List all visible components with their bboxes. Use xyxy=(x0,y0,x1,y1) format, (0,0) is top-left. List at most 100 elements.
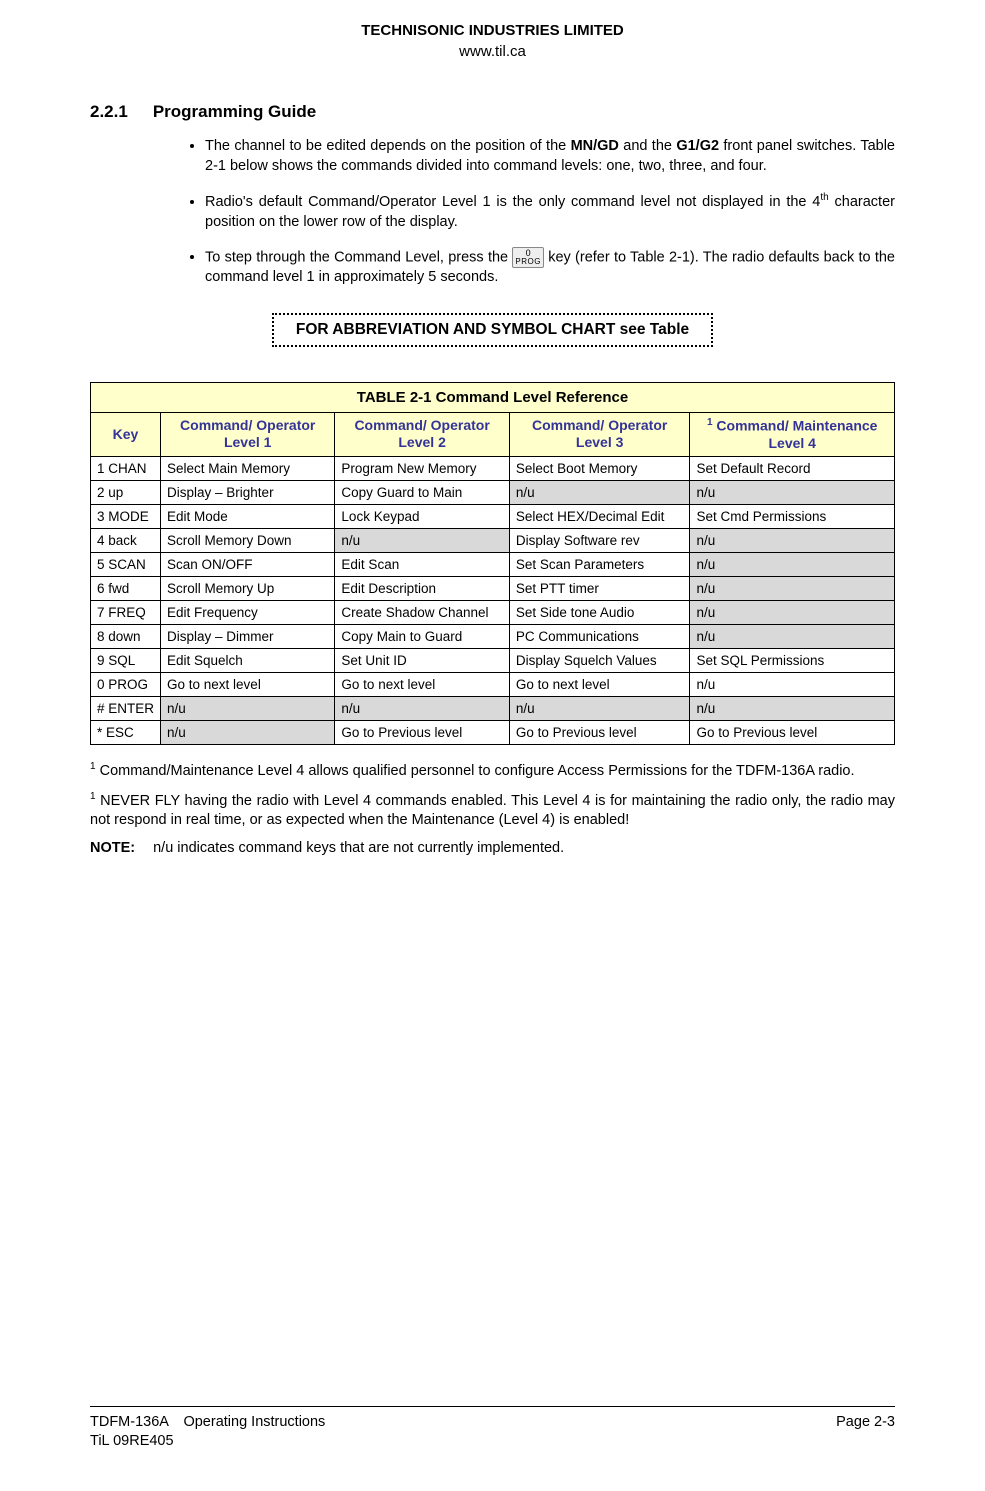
table-cell: n/u xyxy=(335,697,509,721)
key-bottom: PROG xyxy=(515,258,541,266)
table-row: 8 downDisplay – DimmerCopy Main to Guard… xyxy=(91,625,895,649)
bold-run: MN/GD xyxy=(571,138,619,154)
table-cell: Set PTT timer xyxy=(509,577,690,601)
table-cell: Display Software rev xyxy=(509,529,690,553)
section-number: 2.2.1 xyxy=(90,102,128,121)
table-cell: 0 PROG xyxy=(91,673,161,697)
table-cell: n/u xyxy=(690,553,895,577)
footer-right: Page 2-3 xyxy=(836,1413,895,1451)
col-level-3: Command/ Operator Level 3 xyxy=(509,412,690,457)
footer-left: TDFM-136A Operating Instructions TiL 09R… xyxy=(90,1413,325,1451)
table-header-row: Key Command/ Operator Level 1 Command/ O… xyxy=(91,412,895,457)
table-cell: Program New Memory xyxy=(335,457,509,481)
table-body: 1 CHANSelect Main MemoryProgram New Memo… xyxy=(91,457,895,745)
table-cell: n/u xyxy=(690,601,895,625)
table-cell: Edit Description xyxy=(335,577,509,601)
table-cell: 2 up xyxy=(91,481,161,505)
table-row: 7 FREQEdit FrequencyCreate Shadow Channe… xyxy=(91,601,895,625)
table-cell: n/u xyxy=(690,625,895,649)
text-run: and the xyxy=(619,138,676,154)
table-cell: Copy Main to Guard xyxy=(335,625,509,649)
table-row: 1 CHANSelect Main MemoryProgram New Memo… xyxy=(91,457,895,481)
table-cell: n/u xyxy=(509,697,690,721)
table-cell: 5 SCAN xyxy=(91,553,161,577)
footer-doc-title: TDFM-136A Operating Instructions xyxy=(90,1413,325,1432)
abbrev-box-wrap: FOR ABBREVIATION AND SYMBOL CHART see Ta… xyxy=(90,313,895,347)
table-row: 9 SQLEdit SquelchSet Unit IDDisplay Sque… xyxy=(91,649,895,673)
table-cell: 7 FREQ xyxy=(91,601,161,625)
abbrev-box: FOR ABBREVIATION AND SYMBOL CHART see Ta… xyxy=(272,313,713,347)
col-level-2: Command/ Operator Level 2 xyxy=(335,412,509,457)
page-footer: TDFM-136A Operating Instructions TiL 09R… xyxy=(90,1406,895,1451)
table-cell: Create Shadow Channel xyxy=(335,601,509,625)
table-cell: Set Scan Parameters xyxy=(509,553,690,577)
table-cell: 1 CHAN xyxy=(91,457,161,481)
bullet-item: The channel to be edited depends on the … xyxy=(205,137,895,176)
table-cell: Edit Squelch xyxy=(161,649,335,673)
table-title-row: TABLE 2-1 Command Level Reference xyxy=(91,382,895,412)
table-cell: 6 fwd xyxy=(91,577,161,601)
superscript: th xyxy=(820,192,828,203)
footnotes: 1 Command/Maintenance Level 4 allows qua… xyxy=(90,760,895,858)
table-cell: Scroll Memory Up xyxy=(161,577,335,601)
table-row: 0 PROGGo to next levelGo to next levelGo… xyxy=(91,673,895,697)
footnote-1: 1 Command/Maintenance Level 4 allows qua… xyxy=(90,760,895,781)
table-cell: Edit Scan xyxy=(335,553,509,577)
company-url: www.til.ca xyxy=(90,41,895,62)
col-key: Key xyxy=(91,412,161,457)
text-run: Command/ Maintenance Level 4 xyxy=(713,417,878,451)
table-cell: n/u xyxy=(690,529,895,553)
text-run: Command/Maintenance Level 4 allows quali… xyxy=(96,763,855,779)
table-cell: Display Squelch Values xyxy=(509,649,690,673)
table-row: * ESCn/uGo to Previous levelGo to Previo… xyxy=(91,721,895,745)
table-cell: Go to next level xyxy=(161,673,335,697)
prog-key-icon: 0PROG xyxy=(512,247,544,268)
command-level-table: TABLE 2-1 Command Level Reference Key Co… xyxy=(90,382,895,746)
table-cell: n/u xyxy=(161,697,335,721)
page-header: TECHNISONIC INDUSTRIES LIMITED www.til.c… xyxy=(90,20,895,62)
table-cell: 3 MODE xyxy=(91,505,161,529)
table-cell: * ESC xyxy=(91,721,161,745)
table-cell: Go to Previous level xyxy=(335,721,509,745)
table-cell: n/u xyxy=(690,577,895,601)
text-run: To step through the Command Level, press… xyxy=(205,249,512,265)
table-cell: Set Side tone Audio xyxy=(509,601,690,625)
table-cell: Set Cmd Permissions xyxy=(690,505,895,529)
footer-doc-code: TiL 09RE405 xyxy=(90,1432,325,1451)
section-title: Programming Guide xyxy=(153,102,316,121)
table-row: 3 MODEEdit ModeLock KeypadSelect HEX/Dec… xyxy=(91,505,895,529)
document-page: TECHNISONIC INDUSTRIES LIMITED www.til.c… xyxy=(0,0,985,1491)
table-cell: Lock Keypad xyxy=(335,505,509,529)
table-cell: Select HEX/Decimal Edit xyxy=(509,505,690,529)
table-cell: Set Default Record xyxy=(690,457,895,481)
table-cell: # ENTER xyxy=(91,697,161,721)
note: NOTE:n/u indicates command keys that are… xyxy=(90,839,895,859)
table-cell: Copy Guard to Main xyxy=(335,481,509,505)
bullet-item: Radio's default Command/Operator Level 1… xyxy=(205,191,895,232)
company-name: TECHNISONIC INDUSTRIES LIMITED xyxy=(90,20,895,41)
section-heading: 2.2.1 Programming Guide xyxy=(90,102,895,122)
col-level-1: Command/ Operator Level 1 xyxy=(161,412,335,457)
table-cell: Display – Brighter xyxy=(161,481,335,505)
table-cell: n/u xyxy=(690,697,895,721)
table-cell: n/u xyxy=(690,481,895,505)
table-row: 2 upDisplay – BrighterCopy Guard to Main… xyxy=(91,481,895,505)
table-cell: 9 SQL xyxy=(91,649,161,673)
table-row: 5 SCANScan ON/OFFEdit ScanSet Scan Param… xyxy=(91,553,895,577)
table-title: TABLE 2-1 Command Level Reference xyxy=(91,382,895,412)
text-run: NEVER FLY having the radio with Level 4 … xyxy=(90,793,895,829)
table-cell: Select Boot Memory xyxy=(509,457,690,481)
table-cell: Edit Frequency xyxy=(161,601,335,625)
note-label: NOTE: xyxy=(90,840,135,856)
table-cell: Display – Dimmer xyxy=(161,625,335,649)
table-row: 6 fwdScroll Memory UpEdit DescriptionSet… xyxy=(91,577,895,601)
table-cell: PC Communications xyxy=(509,625,690,649)
table-cell: Select Main Memory xyxy=(161,457,335,481)
bold-run: G1/G2 xyxy=(676,138,719,154)
col-level-4: 1 Command/ Maintenance Level 4 xyxy=(690,412,895,457)
table-cell: Scroll Memory Down xyxy=(161,529,335,553)
table-cell: Go to Previous level xyxy=(690,721,895,745)
footnote-2: 1 NEVER FLY having the radio with Level … xyxy=(90,790,895,831)
table-cell: Edit Mode xyxy=(161,505,335,529)
text-run: The channel to be edited depends on the … xyxy=(205,138,571,154)
